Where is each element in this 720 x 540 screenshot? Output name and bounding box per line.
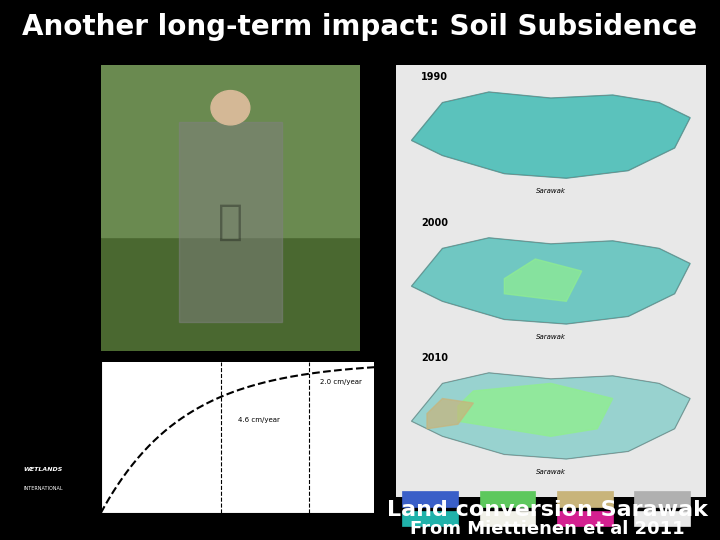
X-axis label: Time (year): Time (year) <box>217 534 258 540</box>
Polygon shape <box>458 383 613 436</box>
Text: 4.6 cm/year: 4.6 cm/year <box>238 417 279 423</box>
Text: Sarawak: Sarawak <box>536 469 566 475</box>
Polygon shape <box>427 399 474 429</box>
Text: Land conversion Sarawak: Land conversion Sarawak <box>387 500 708 520</box>
Text: 2000: 2000 <box>420 218 448 228</box>
Text: WETLANDS: WETLANDS <box>24 467 63 472</box>
Bar <box>634 491 690 507</box>
Bar <box>402 491 458 507</box>
Ellipse shape <box>211 91 250 125</box>
Bar <box>557 511 613 526</box>
Bar <box>402 511 458 526</box>
Text: 2.0 cm/year: 2.0 cm/year <box>320 380 361 386</box>
Polygon shape <box>412 92 690 178</box>
Bar <box>101 237 360 351</box>
Bar <box>634 511 690 526</box>
Bar <box>557 491 613 507</box>
Bar <box>480 511 536 526</box>
Bar <box>179 122 282 322</box>
Bar <box>101 65 360 237</box>
Polygon shape <box>412 238 690 324</box>
Polygon shape <box>412 373 690 459</box>
Text: Sarawak: Sarawak <box>536 188 566 194</box>
Text: Sarawak: Sarawak <box>536 334 566 340</box>
Y-axis label: Accumulated subsidence (cm): Accumulated subsidence (cm) <box>70 396 75 479</box>
Text: 1990: 1990 <box>420 72 448 82</box>
Polygon shape <box>504 259 582 301</box>
Text: Another long-term impact: Soil Subsidence: Another long-term impact: Soil Subsidenc… <box>22 13 698 41</box>
Text: INTERNATIONAL: INTERNATIONAL <box>23 487 63 491</box>
Text: 📷: 📷 <box>218 201 243 243</box>
Bar <box>480 491 536 507</box>
Text: 2010: 2010 <box>420 353 448 363</box>
Text: From Miettienen et al 2011: From Miettienen et al 2011 <box>410 520 685 538</box>
